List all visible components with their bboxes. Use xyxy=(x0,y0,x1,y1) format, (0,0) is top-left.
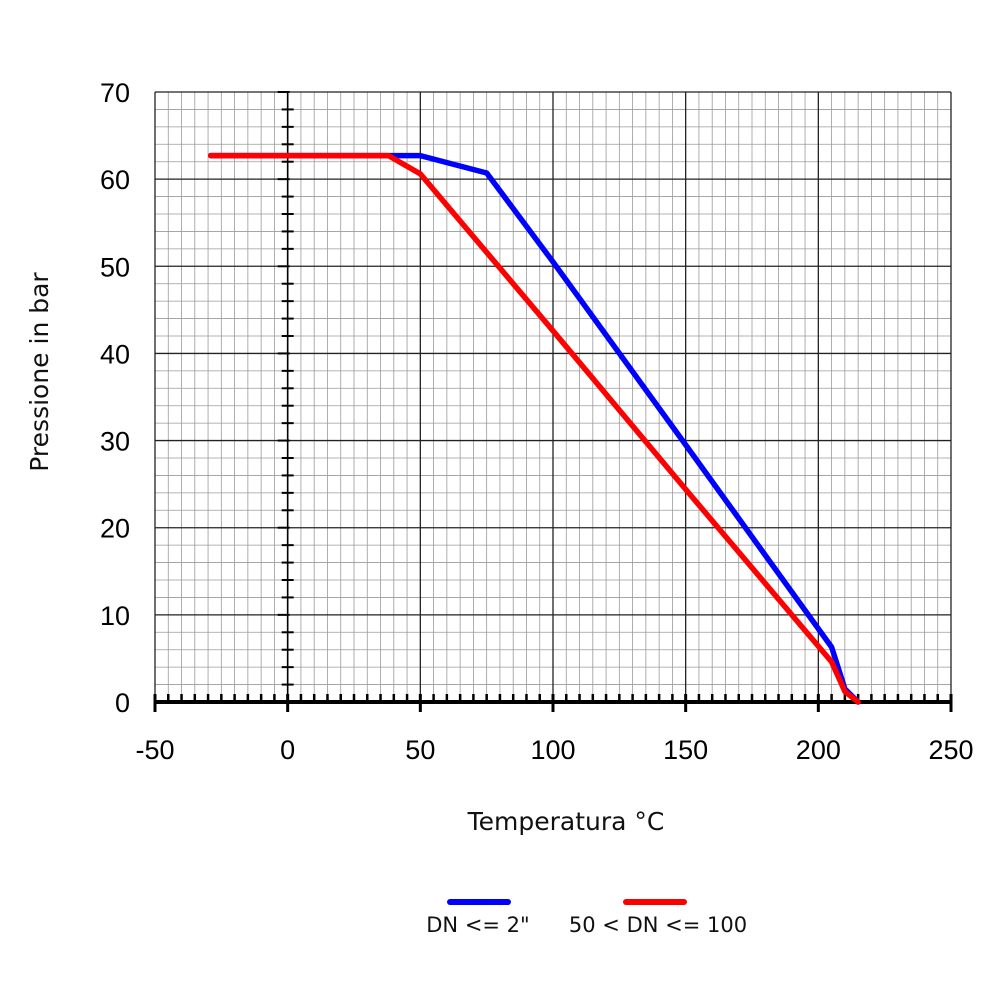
series-lines xyxy=(207,152,861,705)
y-tick-label: 60 xyxy=(100,165,130,195)
x-tick-label: 250 xyxy=(928,735,973,765)
y-axis-title: Pressione in bar xyxy=(25,272,54,472)
x-tick-label: 150 xyxy=(663,735,708,765)
x-axis-title: Temperatura °C xyxy=(467,807,665,836)
legend-label-2: 50 < DN <= 100 xyxy=(569,913,747,937)
y-tick-label: 0 xyxy=(115,688,130,718)
y-tick-label: 50 xyxy=(100,252,130,282)
y-tick-label: 30 xyxy=(100,427,130,457)
grid xyxy=(154,91,952,703)
y-tick-label: 40 xyxy=(100,339,130,369)
x-tick-label: 100 xyxy=(530,735,575,765)
y-tick-label: 20 xyxy=(100,514,130,544)
series-line-1 xyxy=(207,152,861,705)
y-tick-label: 10 xyxy=(100,601,130,631)
legend: DN <= 2" 50 < DN <= 100 xyxy=(426,899,747,937)
axes xyxy=(153,91,953,712)
y-tick-label: 70 xyxy=(100,78,130,108)
x-tick-label: -50 xyxy=(135,735,174,765)
x-tick-label: 0 xyxy=(280,735,295,765)
series-line-2 xyxy=(207,152,861,705)
legend-label-1: DN <= 2" xyxy=(426,913,529,937)
x-tick-label: 50 xyxy=(405,735,435,765)
x-tick-label: 200 xyxy=(796,735,841,765)
